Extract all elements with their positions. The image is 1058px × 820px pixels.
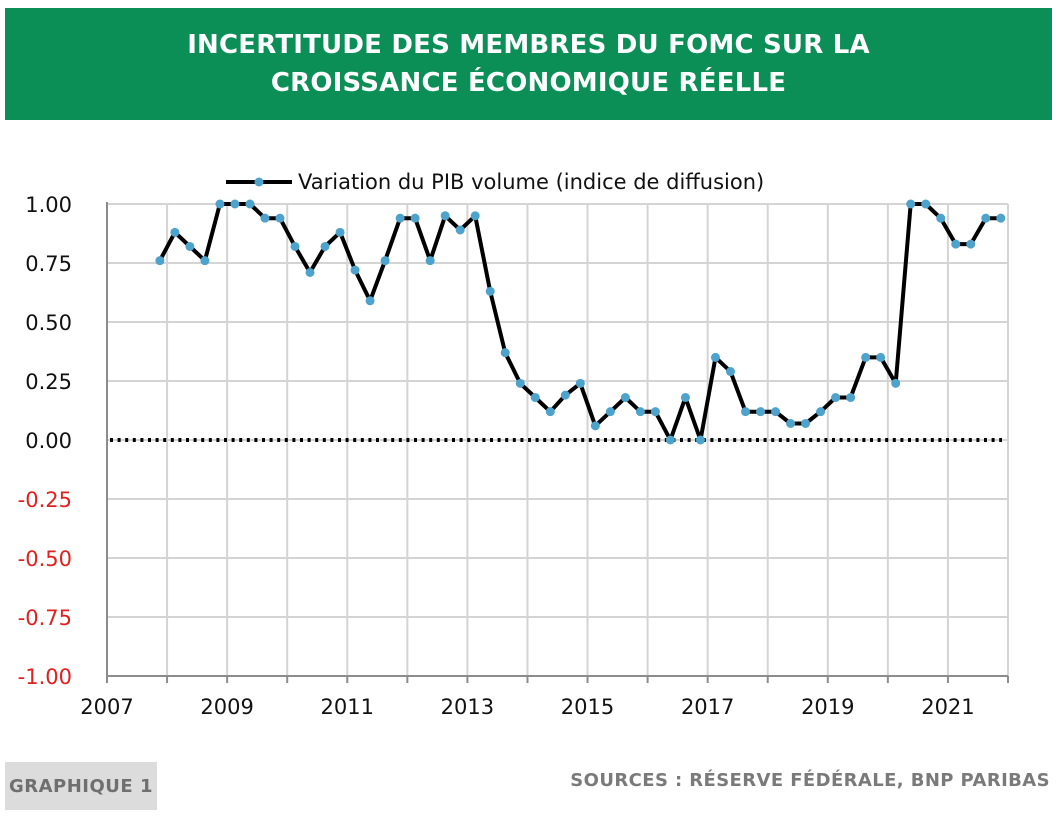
y-tick-label: -0.50 [18, 547, 72, 571]
data-point [515, 378, 525, 388]
figure-tag: GRAPHIQUE 1 [5, 762, 157, 810]
x-tick-label: 2015 [561, 695, 614, 719]
data-point [996, 213, 1006, 223]
data-point [756, 407, 766, 417]
data-point [500, 348, 510, 358]
data-point [816, 407, 826, 417]
data-point [876, 352, 886, 362]
data-point [951, 239, 961, 249]
x-tick-label: 2021 [921, 695, 974, 719]
data-point [470, 211, 480, 221]
y-tick-label: -0.75 [18, 606, 72, 630]
y-tick-label: 0.00 [25, 429, 72, 453]
data-point [786, 418, 796, 428]
data-point [320, 241, 330, 251]
data-point [380, 256, 390, 266]
data-point [710, 352, 720, 362]
y-tick-label: 0.50 [25, 311, 72, 335]
y-tick-label: 0.25 [25, 370, 72, 394]
data-point [741, 407, 751, 417]
source-text: SOURCES : RÉSERVE FÉDÉRALE, BNP PARIBAS [570, 770, 1050, 791]
data-point [590, 421, 600, 431]
data-point [771, 407, 781, 417]
data-point [395, 213, 405, 223]
data-point [170, 227, 180, 237]
data-point [635, 407, 645, 417]
data-point [695, 435, 705, 445]
x-tick-label: 2017 [681, 695, 734, 719]
data-point [245, 199, 255, 209]
data-point [290, 241, 300, 251]
data-point [455, 225, 465, 235]
y-tick-label: 0.75 [25, 252, 72, 276]
data-point [846, 393, 856, 403]
y-tick-label: -1.00 [18, 665, 72, 689]
legend-label: Variation du PIB volume (indice de diffu… [298, 170, 764, 194]
data-point [440, 211, 450, 221]
data-point [230, 199, 240, 209]
data-point [906, 199, 916, 209]
data-point [680, 393, 690, 403]
legend-marker [254, 177, 264, 187]
data-point [891, 378, 901, 388]
data-point [410, 213, 420, 223]
chart-title-line-1: INCERTITUDE DES MEMBRES DU FOMC SUR LA [187, 30, 870, 60]
data-point [725, 367, 735, 377]
data-point [650, 407, 660, 417]
data-point [861, 352, 871, 362]
x-tick-label: 2007 [80, 695, 133, 719]
data-point [936, 213, 946, 223]
data-point [575, 378, 585, 388]
data-point [350, 265, 360, 275]
data-point [530, 393, 540, 403]
data-point [260, 213, 270, 223]
data-point [545, 407, 555, 417]
data-point [605, 407, 615, 417]
data-point [921, 199, 931, 209]
data-point [200, 256, 210, 266]
data-point [425, 256, 435, 266]
y-tick-label: 1.00 [25, 193, 72, 217]
data-point [275, 213, 285, 223]
data-point [335, 227, 345, 237]
chart: 1.00 0.75 0.50 0.25 0.00 -0.25 -0.50 -0.75 -1.00… [18, 170, 1009, 719]
x-tick-label: 2009 [200, 695, 253, 719]
data-point [966, 239, 976, 249]
data-point [185, 241, 195, 251]
data-point [981, 213, 991, 223]
x-tick-label: 2013 [441, 695, 494, 719]
chart-title-line-2: CROISSANCE ÉCONOMIQUE RÉELLE [270, 68, 787, 98]
data-point [485, 286, 495, 296]
title-banner: INCERTITUDE DES MEMBRES DU FOMC SUR LA C… [5, 8, 1052, 120]
data-point [801, 418, 811, 428]
data-point [365, 296, 375, 306]
x-tick-label: 2019 [801, 695, 854, 719]
data-point [620, 393, 630, 403]
data-point [665, 435, 675, 445]
data-point [155, 256, 165, 266]
y-tick-label: -0.25 [18, 488, 72, 512]
data-point [305, 267, 315, 277]
data-point [215, 199, 225, 209]
x-tick-label: 2011 [321, 695, 374, 719]
data-point [831, 393, 841, 403]
data-point [560, 390, 570, 400]
